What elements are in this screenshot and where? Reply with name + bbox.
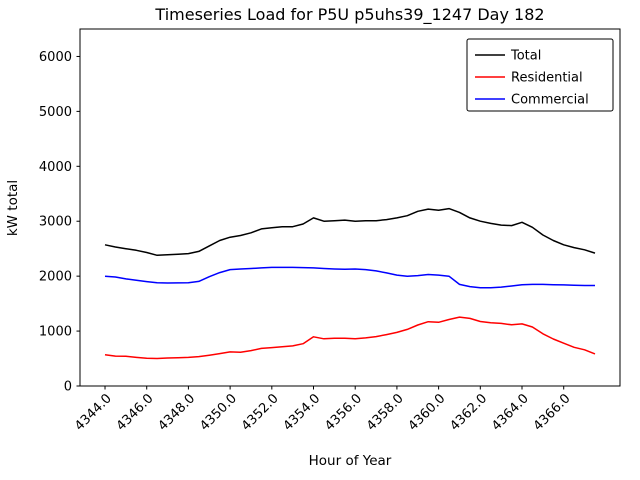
- axes-spines: [79, 28, 621, 387]
- y-axis-label: kW total: [5, 180, 21, 236]
- x-axis-label: Hour of Year: [309, 453, 392, 469]
- x-tick-label: 4348.0: [155, 391, 198, 434]
- y-tick-label: 3000: [39, 215, 72, 230]
- chart-title: Timeseries Load for P5U p5uhs39_1247 Day…: [154, 5, 544, 25]
- y-tick-label: 4000: [39, 160, 72, 175]
- y-tick-label: 5000: [39, 105, 72, 120]
- x-tick-label: 4352.0: [239, 391, 282, 434]
- y-tick-label: 6000: [39, 50, 72, 65]
- series-line-total: [104, 207, 596, 257]
- y-tick-label: 1000: [39, 325, 72, 340]
- legend-label-commercial: Commercial: [511, 93, 589, 108]
- series-line-residential: [104, 316, 596, 360]
- legend-label-residential: Residential: [511, 71, 583, 86]
- legend-box: [466, 38, 614, 112]
- x-tick-label: 4364.0: [489, 391, 532, 434]
- x-tick-label: 4366.0: [531, 391, 574, 434]
- x-tick-label: 4350.0: [197, 391, 240, 434]
- legend-label-total: Total: [510, 49, 541, 64]
- x-tick-label: 4354.0: [281, 391, 324, 434]
- x-tick-label: 4360.0: [406, 391, 449, 434]
- x-tick-label: 4362.0: [447, 391, 490, 434]
- x-tick-label: 4356.0: [322, 391, 365, 434]
- series-line-commercial: [104, 266, 595, 289]
- x-tick-label: 4358.0: [364, 391, 407, 434]
- y-tick-label: 2000: [39, 270, 72, 285]
- x-tick-label: 4344.0: [72, 391, 115, 434]
- y-tick-label: 0: [64, 380, 72, 395]
- x-tick-label: 4346.0: [114, 391, 157, 434]
